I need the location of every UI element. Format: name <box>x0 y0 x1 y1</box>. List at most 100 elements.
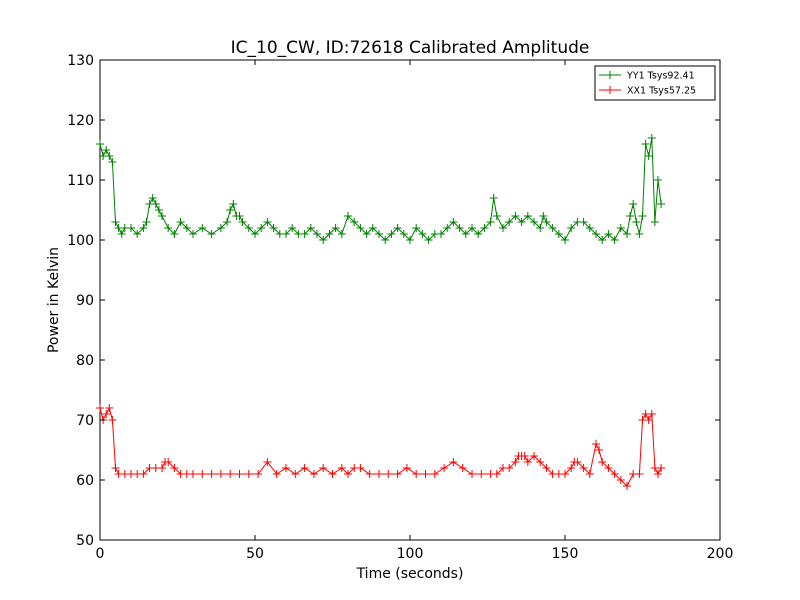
data-point <box>505 464 514 472</box>
data-point <box>616 476 625 484</box>
data-point <box>641 140 650 148</box>
data-point <box>579 464 588 472</box>
data-point <box>499 224 507 232</box>
data-point <box>561 236 569 244</box>
data-point <box>300 464 309 472</box>
data-point <box>105 404 114 412</box>
data-point <box>542 464 551 472</box>
data-point <box>616 224 625 232</box>
data-point <box>282 230 290 238</box>
data-point <box>468 224 476 232</box>
data-point <box>254 470 263 478</box>
data-point <box>412 470 421 478</box>
legend-entry-0: YY1 Tsys92.41 <box>599 71 695 82</box>
data-point <box>654 470 662 478</box>
data-point <box>154 206 163 214</box>
data-point <box>229 200 238 208</box>
series-layer <box>96 134 666 490</box>
x-tick-label: 50 <box>246 546 264 562</box>
data-point <box>216 224 225 232</box>
data-point <box>474 230 483 238</box>
data-point <box>402 464 411 472</box>
data-point <box>331 224 340 232</box>
data-point <box>111 464 120 472</box>
series-1 <box>96 404 666 490</box>
data-point <box>461 230 470 238</box>
data-point <box>530 218 538 226</box>
data-point <box>238 218 247 226</box>
data-point <box>412 224 421 232</box>
data-point <box>328 470 337 478</box>
data-point <box>477 470 486 478</box>
data-point <box>492 212 501 220</box>
data-point <box>573 458 582 466</box>
y-axis-label: Power in Kelvin <box>46 247 62 353</box>
data-point <box>654 176 662 184</box>
data-point <box>142 218 151 226</box>
plot-area <box>99 59 721 541</box>
data-point <box>458 464 467 472</box>
data-point <box>337 230 346 238</box>
data-point <box>96 140 104 148</box>
data-point <box>592 440 600 448</box>
chart-title: IC_10_CW, ID:72618 Calibrated Amplitude <box>231 38 590 58</box>
data-point <box>272 470 281 478</box>
data-point <box>399 230 408 238</box>
data-point <box>455 224 464 232</box>
legend: YY1 Tsys92.41 XX1 Tsys57.25 <box>594 65 716 101</box>
data-point <box>486 218 495 226</box>
data-point <box>375 470 383 478</box>
data-point <box>595 446 604 454</box>
data-point <box>148 194 157 202</box>
data-point <box>592 230 600 238</box>
data-point <box>365 470 374 478</box>
data-point <box>368 224 377 232</box>
data-point <box>226 206 235 214</box>
data-point <box>282 464 290 472</box>
x-tick-label: 0 <box>96 546 105 562</box>
data-point <box>223 218 232 226</box>
data-point <box>548 224 557 232</box>
x-tick-label: 200 <box>707 546 734 562</box>
data-point <box>517 218 526 226</box>
data-point <box>610 470 619 478</box>
data-point <box>257 224 266 232</box>
data-point <box>362 230 371 238</box>
data-point <box>337 464 346 472</box>
data-point <box>604 464 613 472</box>
data-point <box>393 470 402 478</box>
data-point <box>393 224 402 232</box>
data-point <box>632 218 641 226</box>
y-tick-label: 120 <box>67 113 94 129</box>
data-point <box>102 146 111 154</box>
data-point <box>381 236 390 244</box>
data-point <box>344 212 352 220</box>
data-point <box>657 200 666 208</box>
data-point <box>244 470 253 478</box>
data-point <box>133 230 142 238</box>
data-point <box>387 230 396 238</box>
data-point <box>406 236 414 244</box>
data-point <box>306 224 315 232</box>
data-point <box>554 230 563 238</box>
legend-marker <box>606 86 614 94</box>
data-point <box>108 416 117 424</box>
data-point <box>313 230 321 238</box>
data-point <box>567 464 576 472</box>
data-point <box>539 212 548 220</box>
data-point <box>530 452 538 460</box>
data-point <box>356 224 365 232</box>
data-point <box>644 152 653 160</box>
y-tick-label: 60 <box>76 473 94 489</box>
data-point <box>511 212 520 220</box>
legend-label: XX1 Tsys57.25 <box>627 86 696 97</box>
x-tick-label: 100 <box>397 546 424 562</box>
data-point <box>561 470 569 478</box>
data-point <box>489 194 498 202</box>
y-tick-label: 50 <box>76 533 94 549</box>
data-point <box>542 218 551 226</box>
data-point <box>198 470 207 478</box>
data-point <box>158 464 166 472</box>
data-point <box>523 212 532 220</box>
data-point <box>647 134 656 142</box>
